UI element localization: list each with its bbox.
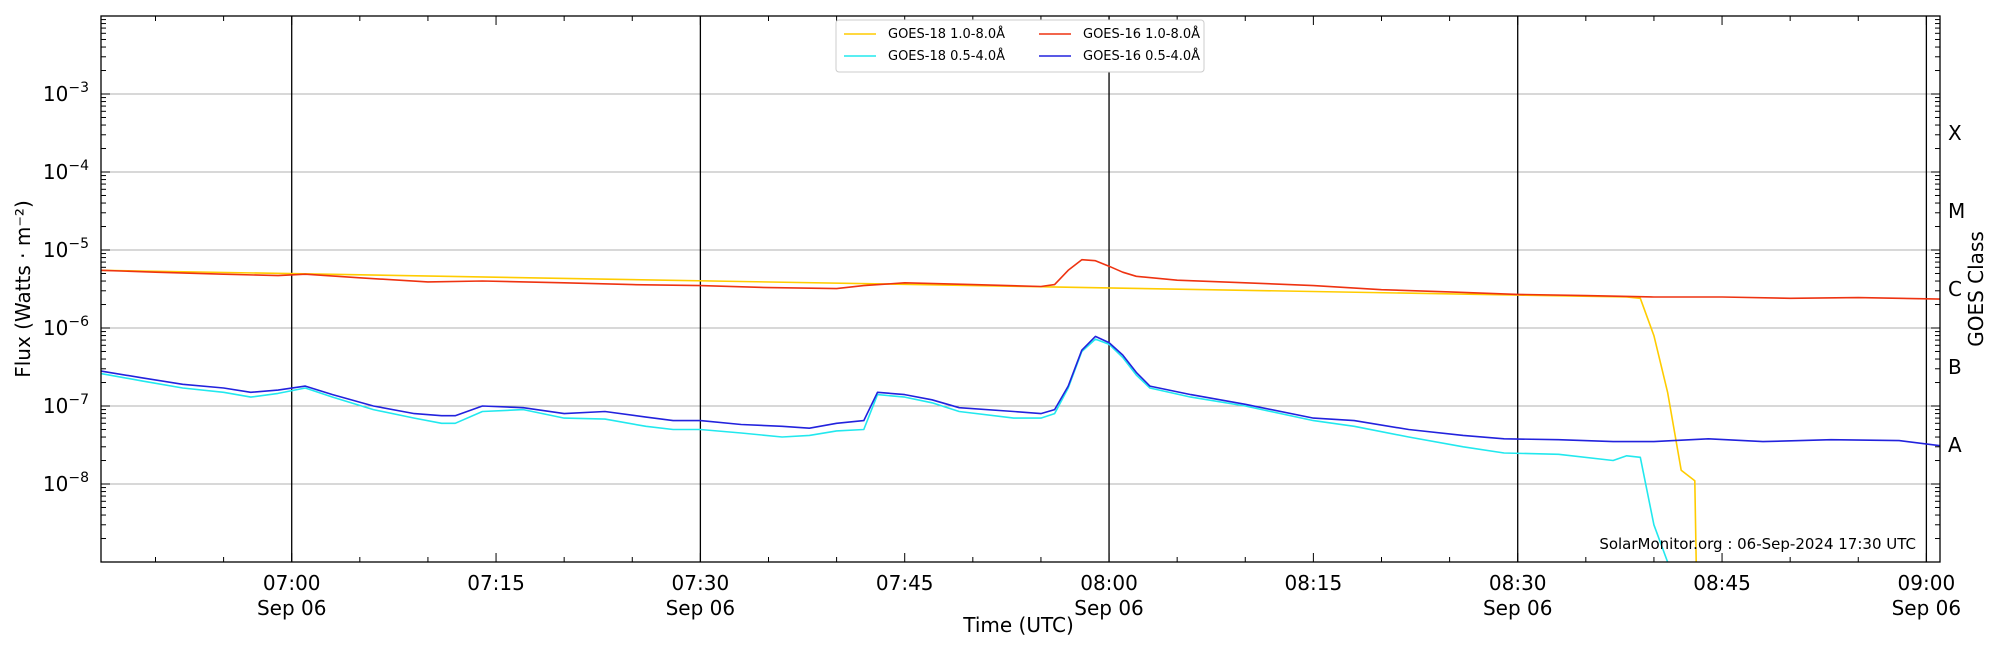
goes-class-label: B bbox=[1948, 355, 1962, 379]
x-tick-label: 08:15 bbox=[1285, 571, 1343, 595]
goes-class-label: A bbox=[1948, 433, 1962, 457]
goes-class-label: M bbox=[1948, 199, 1965, 223]
x-tick-label: 08:30 bbox=[1489, 571, 1547, 595]
grid bbox=[101, 16, 1940, 562]
series-line-3 bbox=[100, 335, 1941, 447]
x-tick-date-label: Sep 06 bbox=[257, 596, 327, 620]
plot-frame bbox=[100, 15, 1941, 563]
series-lines bbox=[100, 258, 1941, 563]
y-tick-label: 10−6 bbox=[43, 314, 89, 340]
x-tick-label: 08:45 bbox=[1693, 571, 1751, 595]
x-tick-label: 07:30 bbox=[672, 571, 730, 595]
x-tick-date-label: Sep 06 bbox=[1074, 596, 1144, 620]
series-line-1 bbox=[100, 258, 1941, 300]
legend-label: GOES-18 0.5-4.0Å bbox=[888, 48, 1005, 64]
goes-class-label: X bbox=[1948, 121, 1962, 145]
series-line-0 bbox=[100, 269, 1697, 563]
y-tick-label: 10−3 bbox=[43, 80, 89, 106]
right-axis-label: GOES Class bbox=[1964, 231, 1988, 347]
credit-text: SolarMonitor.org : 06-Sep-2024 17:30 UTC bbox=[1599, 535, 1916, 553]
x-tick-label: 07:00 bbox=[263, 571, 321, 595]
x-axis-label: Time (UTC) bbox=[962, 613, 1074, 637]
x-tick-date-label: Sep 06 bbox=[666, 596, 736, 620]
y-tick-label: 10−8 bbox=[43, 470, 89, 496]
legend-label: GOES-16 1.0-8.0Å bbox=[1083, 26, 1200, 42]
x-tick-label: 08:00 bbox=[1080, 571, 1138, 595]
series-line-2 bbox=[100, 338, 1669, 563]
y-tick-label: 10−7 bbox=[43, 392, 89, 418]
x-tick-label: 07:45 bbox=[876, 571, 934, 595]
goes-class-label: C bbox=[1948, 277, 1962, 301]
y-tick-label: 10−4 bbox=[43, 158, 89, 184]
x-tick-date-label: Sep 06 bbox=[1483, 596, 1553, 620]
legend-box bbox=[835, 19, 1205, 73]
legend-label: GOES-18 1.0-8.0Å bbox=[888, 26, 1005, 42]
x-tick-date-label: Sep 06 bbox=[1892, 596, 1962, 620]
legend: GOES-18 1.0-8.0Å GOES-18 0.5-4.0Å GOES-16 … bbox=[835, 19, 1205, 73]
y-axis-label: Flux (Watts · m⁻²) bbox=[11, 200, 35, 378]
y-tick-label: 10−5 bbox=[43, 236, 89, 262]
x-tick-label: 09:00 bbox=[1898, 571, 1956, 595]
x-tick-label: 07:15 bbox=[467, 571, 525, 595]
legend-label: GOES-16 0.5-4.0Å bbox=[1083, 48, 1200, 64]
